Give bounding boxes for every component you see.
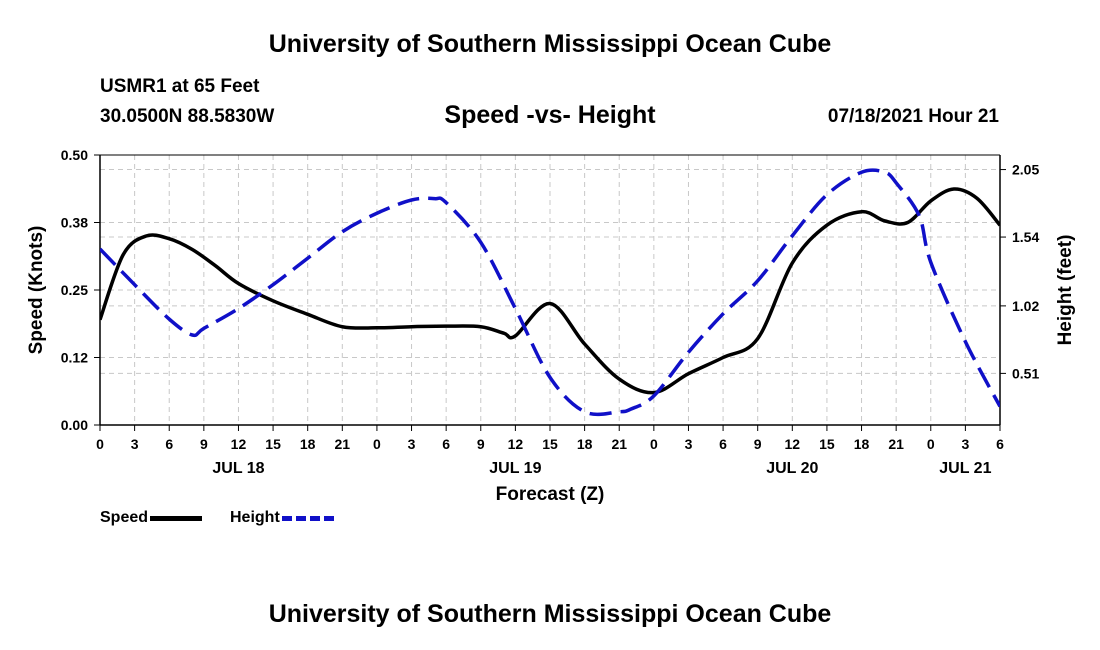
x-tick-label: 12 xyxy=(508,436,524,452)
legend-speed-label: Speed xyxy=(100,509,149,526)
timestamp-label: 07/18/2021 Hour 21 xyxy=(827,106,999,127)
legend-height-swatch xyxy=(281,515,334,521)
x-tick-label: 0 xyxy=(96,436,104,452)
x-tick-label: 3 xyxy=(961,436,969,452)
x-tick-label: 0 xyxy=(927,436,935,452)
x-tick-label: 3 xyxy=(685,436,693,452)
y-left-tick-label: 0.00 xyxy=(61,417,88,433)
top-title: University of Southern Mississippi Ocean… xyxy=(268,30,832,58)
y-right-tick-label: 2.05 xyxy=(1012,162,1039,178)
x-tick-label: 6 xyxy=(996,436,1004,452)
x-tick-label: 15 xyxy=(819,436,835,452)
y-right-tick-label: 0.51 xyxy=(1012,365,1039,381)
x-tick-label: 9 xyxy=(477,436,485,452)
x-tick-label: 9 xyxy=(754,436,762,452)
legend-height-label: Height xyxy=(230,509,280,526)
date-label: JUL 19 xyxy=(489,460,541,477)
x-axis-title: Forecast (Z) xyxy=(496,484,605,505)
y-left-tick-label: 0.25 xyxy=(61,282,88,298)
x-tick-label: 6 xyxy=(442,436,450,452)
x-tick-label: 18 xyxy=(854,436,870,452)
date-label: JUL 18 xyxy=(212,460,264,477)
x-tick-label: 21 xyxy=(888,436,904,452)
y-left-tick-label: 0.50 xyxy=(61,147,88,163)
x-tick-label: 3 xyxy=(131,436,139,452)
x-tick-label: 18 xyxy=(577,436,593,452)
x-tick-label: 18 xyxy=(300,436,316,452)
legend-speed-swatch xyxy=(150,515,203,521)
x-tick-label: 9 xyxy=(200,436,208,452)
x-tick-label: 21 xyxy=(335,436,351,452)
x-tick-label: 0 xyxy=(650,436,658,452)
speed-series-line xyxy=(100,187,1000,395)
y-right-tick-label: 1.54 xyxy=(1012,229,1039,245)
coordinates-label: 30.0500N 88.5830W xyxy=(100,106,275,127)
y-left-axis-title: Speed (Knots) xyxy=(26,226,47,355)
x-tick-label: 21 xyxy=(611,436,627,452)
x-tick-label: 12 xyxy=(231,436,247,452)
x-tick-label: 15 xyxy=(265,436,281,452)
x-tick-label: 6 xyxy=(165,436,173,452)
legend-height: Height xyxy=(230,509,334,527)
legend-speed: Speed xyxy=(100,509,203,527)
x-tick-label: 3 xyxy=(408,436,416,452)
x-tick-label: 0 xyxy=(373,436,381,452)
height-series-line xyxy=(100,168,1000,417)
chart-title: Speed -vs- Height xyxy=(444,101,656,129)
y-right-axis-title: Height (feet) xyxy=(1055,235,1076,346)
date-label: JUL 20 xyxy=(766,460,818,477)
x-tick-label: 15 xyxy=(542,436,558,452)
x-tick-label: 12 xyxy=(785,436,801,452)
bottom-title: University of Southern Mississippi Ocean… xyxy=(268,600,832,628)
date-label: JUL 21 xyxy=(939,460,991,477)
x-tick-label: 6 xyxy=(719,436,727,452)
station-label: USMR1 at 65 Feet xyxy=(100,76,260,97)
y-right-tick-label: 1.02 xyxy=(1012,298,1039,314)
y-left-tick-label: 0.38 xyxy=(61,215,88,231)
y-left-tick-label: 0.12 xyxy=(61,350,88,366)
